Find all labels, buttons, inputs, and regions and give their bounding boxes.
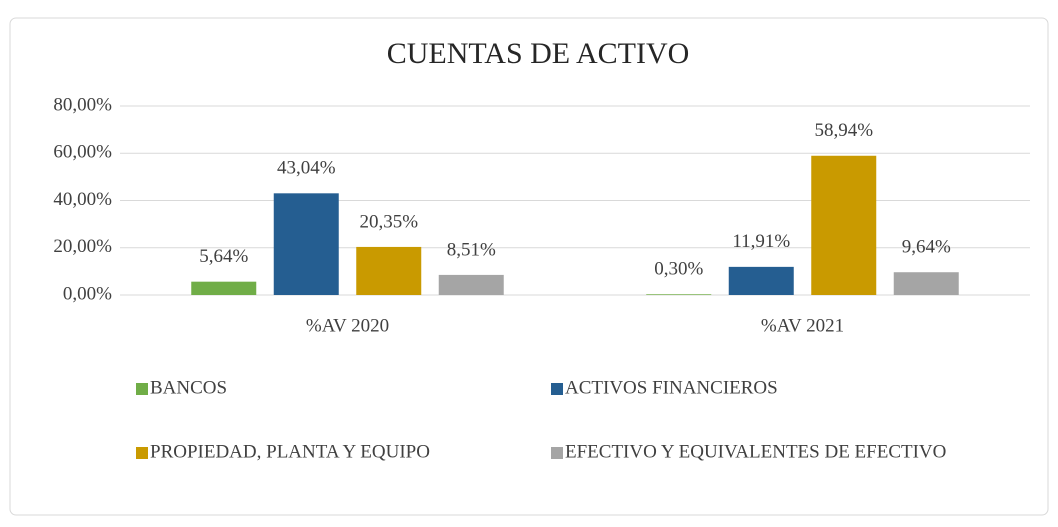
bar (811, 155, 877, 295)
legend-label: ACTIVOS FINANCIEROS (565, 377, 778, 398)
y-tick-label: 0,00% (63, 283, 112, 304)
y-tick-label: 40,00% (53, 189, 112, 210)
data-label: 20,35% (359, 211, 418, 232)
x-tick-label: %AV 2021 (761, 315, 844, 336)
bar (893, 272, 959, 295)
bar (728, 266, 794, 295)
bar (273, 193, 339, 295)
legend-label: BANCOS (150, 377, 227, 398)
legend-label: PROPIEDAD, PLANTA Y EQUIPO (150, 441, 430, 462)
bar (191, 281, 257, 295)
bar (356, 246, 422, 295)
x-tick-label: %AV 2020 (306, 315, 389, 336)
data-label: 5,64% (199, 246, 248, 267)
legend-marker (551, 447, 563, 459)
bar (438, 274, 504, 295)
legend-marker (136, 383, 148, 395)
data-label: 0,30% (654, 259, 703, 280)
bar (646, 294, 712, 295)
legend-marker (551, 383, 563, 395)
chart-title: CUENTAS DE ACTIVO (387, 37, 690, 70)
data-label: 8,51% (447, 239, 496, 260)
data-label: 43,04% (277, 158, 336, 179)
legend-marker (136, 447, 148, 459)
y-tick-label: 20,00% (53, 236, 112, 257)
data-label: 58,94% (814, 120, 873, 141)
data-label: 9,64% (902, 237, 951, 258)
data-label: 11,91% (732, 231, 790, 252)
y-tick-label: 80,00% (53, 94, 112, 115)
chart-border (9, 17, 1049, 516)
legend-label: EFECTIVO Y EQUIVALENTES DE EFECTIVO (565, 441, 946, 462)
y-tick-label: 60,00% (53, 142, 112, 163)
